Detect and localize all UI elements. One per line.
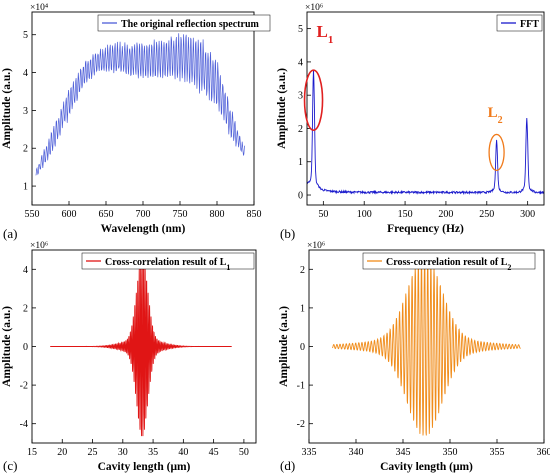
x-tick-label: 650 <box>99 209 114 220</box>
axes-frame <box>306 11 545 206</box>
x-tick-label: 35 <box>148 447 158 458</box>
legend-box <box>81 252 255 270</box>
x-axis-label: Cavity length (μm) <box>380 461 473 473</box>
x-tick-label: 800 <box>210 209 225 220</box>
x-tick-label: 600 <box>62 209 77 220</box>
x-tick-label: 30 <box>118 447 128 458</box>
x-tick-label: 250 <box>479 209 494 220</box>
y-tick-label: 0 <box>298 191 303 202</box>
legend-box <box>97 14 271 32</box>
y-tick-label: 1 <box>300 303 305 314</box>
annotation-label-l2: L2 <box>488 105 503 126</box>
axis-multiplier: ×10⁴ <box>30 3 49 13</box>
y-axis-label: Amplitude (a.u.) <box>1 306 13 387</box>
y-tick-label: 2 <box>23 144 28 155</box>
panel-d: 335 340 345 350 355 360 -2 -1 0 1 2 ×10⁶ Cavity leng… <box>278 241 550 473</box>
y-tick-label: 5 <box>23 30 28 41</box>
annotation-text: L <box>317 22 328 41</box>
legend-label-text: Cross-correlation result of L <box>105 257 227 268</box>
panel-label: (d) <box>280 458 295 473</box>
y-tick-label: 4 <box>298 57 303 68</box>
legend-box <box>362 252 536 270</box>
legend-label-text: FFT <box>520 19 539 30</box>
x-tick-label: 150 <box>398 209 413 220</box>
y-tick-label: -1 <box>297 381 305 392</box>
legend-label-subscript: 2 <box>507 263 511 272</box>
annotation-text: L <box>488 105 498 121</box>
x-tick-label: 40 <box>178 447 188 458</box>
data-series-line <box>50 255 232 437</box>
y-tick-label: 3 <box>298 91 303 102</box>
x-tick-label: 45 <box>209 447 219 458</box>
x-tick-label: 335 <box>302 447 317 458</box>
legend-label-text: The original reflection spectrum <box>121 19 260 30</box>
x-axis-label: Wavelength (nm) <box>101 223 186 235</box>
annotation-subscript: 1 <box>328 34 334 46</box>
x-tick-label: 340 <box>349 447 364 458</box>
y-tick-label: 2 <box>298 124 303 135</box>
y-tick-label: -2 <box>297 419 305 430</box>
y-tick-label: 1 <box>298 157 303 168</box>
data-series-line <box>35 33 246 176</box>
x-axis-label: Cavity length (μm) <box>98 461 191 473</box>
y-tick-label: 0 <box>300 342 305 353</box>
x-tick-label: 750 <box>173 209 188 220</box>
axis-multiplier: ×10⁶ <box>307 241 325 251</box>
x-tick-label: 50 <box>318 209 328 220</box>
axis-multiplier: ×10⁶ <box>30 241 48 251</box>
axis-multiplier: ×10⁶ <box>305 3 323 13</box>
annotation-label-l1: L1 <box>317 22 334 46</box>
x-tick-label: 350 <box>443 447 458 458</box>
legend-box <box>496 14 543 32</box>
panel-b: 50 100 150 200 250 300 0 1 2 3 4 5 ×10⁶ Frequency (Hz… <box>276 3 545 241</box>
data-series-line <box>332 255 521 436</box>
legend-label-subscript: 1 <box>226 263 230 272</box>
y-tick-label: -4 <box>20 419 28 430</box>
x-tick-label: 20 <box>57 447 67 458</box>
x-tick-label: 360 <box>537 447 550 458</box>
x-tick-label: 100 <box>357 209 372 220</box>
x-tick-label: 50 <box>239 447 249 458</box>
legend-label: Cross-correlation result of L2 <box>386 257 511 272</box>
panel-c: 15 20 25 30 35 40 45 50 -4 -2 0 2 4 ×10⁶ Cavity length… <box>1 241 257 473</box>
annotation-subscript: 2 <box>498 114 503 125</box>
legend-label-text: Cross-correlation result of L <box>386 257 508 268</box>
annotation-ellipse-l1 <box>303 69 324 131</box>
y-axis-label: Amplitude (a.u.) <box>276 68 288 149</box>
legend-label: Cross-correlation result of L1 <box>105 257 230 272</box>
x-tick-label: 25 <box>88 447 98 458</box>
data-series-line <box>307 69 544 196</box>
x-tick-label: 15 <box>27 447 37 458</box>
panel-label: (c) <box>3 458 17 473</box>
x-tick-label: 850 <box>247 209 262 220</box>
x-tick-label: 550 <box>25 209 40 220</box>
x-tick-label: 200 <box>438 209 453 220</box>
y-tick-label: 4 <box>23 68 28 79</box>
legend-label: The original reflection spectrum <box>121 19 260 30</box>
y-axis-label: Amplitude (a.u.) <box>278 306 290 387</box>
x-tick-label: 300 <box>520 209 535 220</box>
legend-label: FFT <box>520 19 539 30</box>
y-tick-label: 2 <box>23 303 28 314</box>
y-tick-label: 1 <box>23 182 28 193</box>
x-tick-label: 700 <box>136 209 151 220</box>
y-tick-label: 5 <box>298 24 303 35</box>
y-tick-label: -2 <box>20 381 28 392</box>
y-tick-label: 0 <box>23 342 28 353</box>
annotation-ellipse-l2 <box>488 133 505 172</box>
y-axis-label: Amplitude (a.u.) <box>1 68 13 149</box>
y-tick-label: 3 <box>23 106 28 117</box>
y-tick-label: 4 <box>23 265 28 276</box>
panel-label: (b) <box>280 226 295 241</box>
x-tick-label: 355 <box>490 447 505 458</box>
y-tick-label: 2 <box>300 265 305 276</box>
panel-label: (a) <box>3 226 17 241</box>
x-axis-label: Frequency (Hz) <box>387 223 464 235</box>
x-tick-label: 345 <box>396 447 411 458</box>
panel-a: 550 600 650 700 750 800 850 1 2 3 4 5 ×10⁴ Wavelength… <box>1 3 271 241</box>
